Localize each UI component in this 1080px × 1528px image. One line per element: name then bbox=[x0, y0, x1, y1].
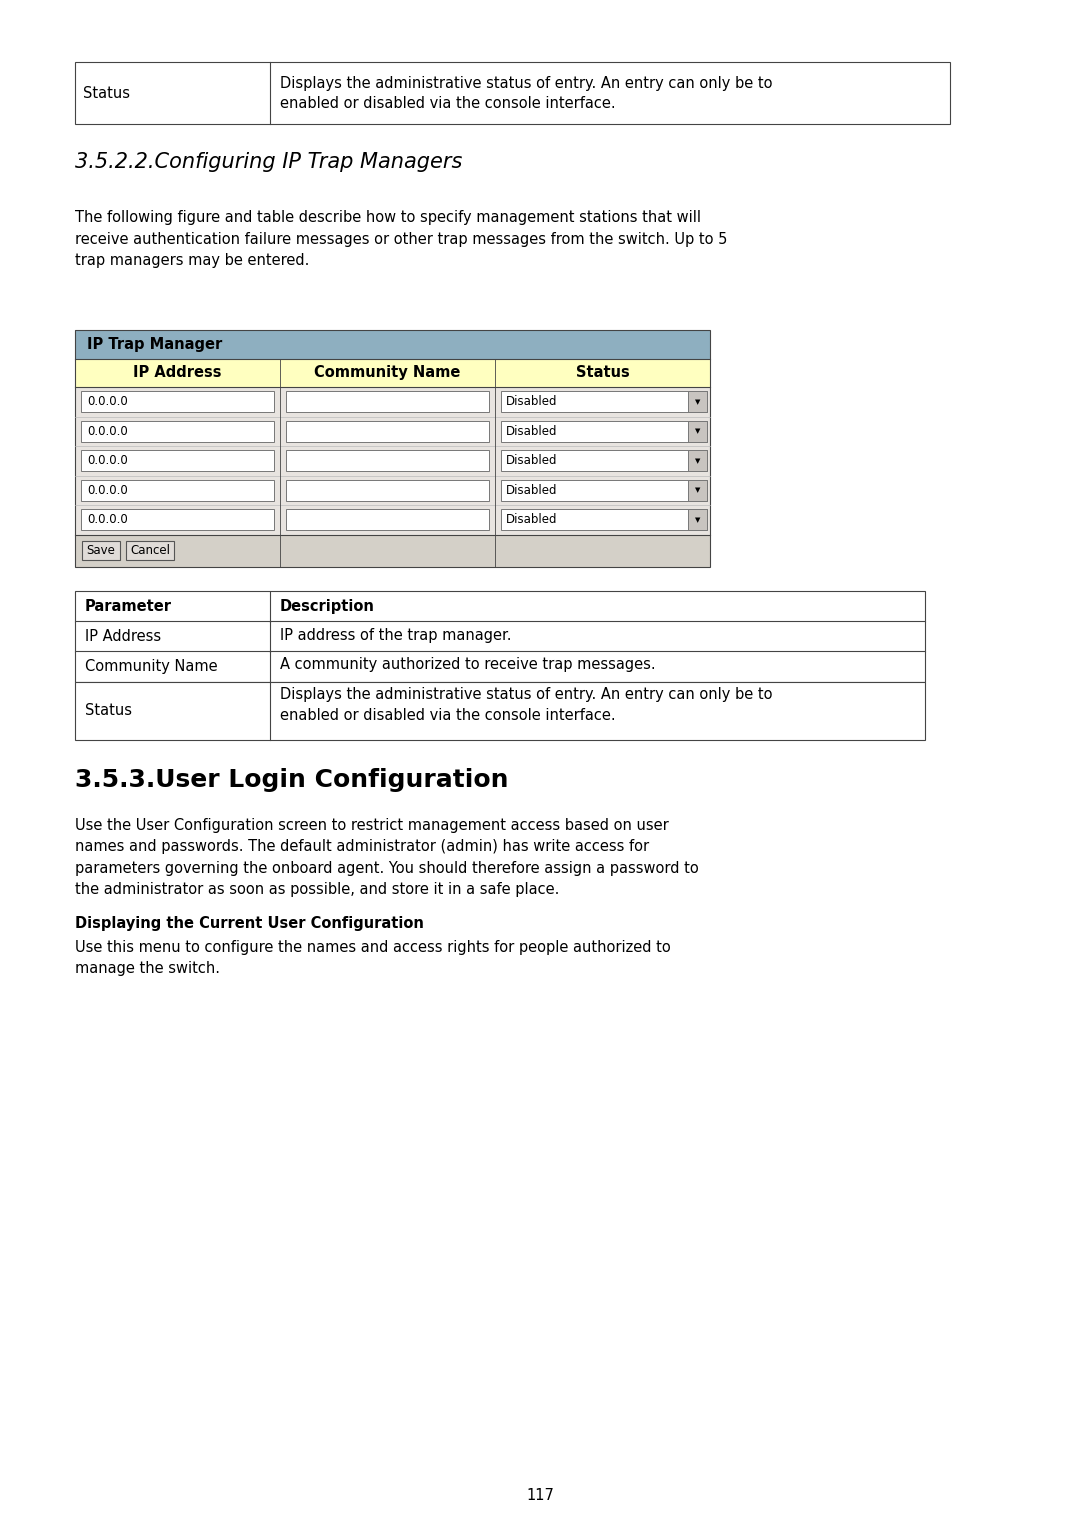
Text: Save: Save bbox=[86, 544, 116, 558]
Text: 0.0.0.0: 0.0.0.0 bbox=[87, 484, 127, 497]
Text: IP Address: IP Address bbox=[133, 365, 221, 380]
Text: Use this menu to configure the names and access rights for people authorized to
: Use this menu to configure the names and… bbox=[75, 940, 671, 976]
Bar bbox=[688, 451, 707, 471]
Bar bbox=[688, 509, 707, 530]
Text: A community authorized to receive trap messages.: A community authorized to receive trap m… bbox=[280, 657, 656, 672]
Bar bbox=[286, 391, 489, 413]
Bar bbox=[286, 420, 489, 442]
Bar bbox=[75, 681, 924, 740]
Bar bbox=[81, 451, 274, 471]
Bar bbox=[75, 591, 924, 622]
Bar bbox=[501, 509, 707, 530]
Bar bbox=[75, 359, 710, 387]
Text: Status: Status bbox=[576, 365, 630, 380]
Text: 3.5.3.User Login Configuration: 3.5.3.User Login Configuration bbox=[75, 767, 509, 792]
Bar bbox=[75, 622, 924, 651]
Text: Status: Status bbox=[85, 703, 132, 718]
Bar bbox=[501, 480, 707, 501]
Bar bbox=[286, 451, 489, 471]
Bar bbox=[75, 535, 710, 567]
Bar bbox=[501, 451, 707, 471]
Bar bbox=[75, 651, 924, 681]
Bar bbox=[688, 480, 707, 501]
Bar bbox=[501, 391, 707, 413]
Text: Disabled: Disabled bbox=[507, 396, 557, 408]
Bar bbox=[501, 420, 707, 442]
Text: IP Address: IP Address bbox=[85, 630, 161, 643]
Bar bbox=[75, 330, 710, 567]
Text: ▼: ▼ bbox=[694, 487, 700, 494]
Text: Disabled: Disabled bbox=[507, 513, 557, 526]
Text: ▼: ▼ bbox=[694, 399, 700, 405]
Bar bbox=[75, 417, 710, 446]
Bar bbox=[75, 504, 710, 535]
Text: Community Name: Community Name bbox=[85, 659, 218, 674]
Text: Disabled: Disabled bbox=[507, 454, 557, 468]
Bar bbox=[75, 446, 710, 475]
Bar bbox=[81, 480, 274, 501]
Text: Displaying the Current User Configuration: Displaying the Current User Configuratio… bbox=[75, 915, 423, 931]
Text: ▼: ▼ bbox=[694, 428, 700, 434]
Bar bbox=[286, 509, 489, 530]
Bar bbox=[81, 509, 274, 530]
Bar bbox=[688, 391, 707, 413]
Bar bbox=[75, 475, 710, 504]
Text: 117: 117 bbox=[526, 1488, 554, 1504]
Text: ▼: ▼ bbox=[694, 516, 700, 523]
Text: Cancel: Cancel bbox=[130, 544, 170, 558]
Bar bbox=[82, 541, 120, 561]
Bar bbox=[126, 541, 174, 561]
Text: Use the User Configuration screen to restrict management access based on user
na: Use the User Configuration screen to res… bbox=[75, 817, 699, 897]
Text: 3.5.2.2.Configuring IP Trap Managers: 3.5.2.2.Configuring IP Trap Managers bbox=[75, 151, 462, 173]
Text: Disabled: Disabled bbox=[507, 425, 557, 437]
Text: Description: Description bbox=[280, 599, 375, 614]
Text: 0.0.0.0: 0.0.0.0 bbox=[87, 425, 127, 437]
Text: Status: Status bbox=[83, 86, 130, 101]
Text: Community Name: Community Name bbox=[314, 365, 461, 380]
Bar bbox=[75, 63, 950, 124]
Bar bbox=[688, 420, 707, 442]
Bar bbox=[286, 480, 489, 501]
Text: 0.0.0.0: 0.0.0.0 bbox=[87, 396, 127, 408]
Bar bbox=[75, 387, 710, 417]
Text: Parameter: Parameter bbox=[85, 599, 172, 614]
Text: Displays the administrative status of entry. An entry can only be to
enabled or : Displays the administrative status of en… bbox=[280, 76, 772, 112]
Text: 0.0.0.0: 0.0.0.0 bbox=[87, 513, 127, 526]
Text: IP address of the trap manager.: IP address of the trap manager. bbox=[280, 628, 512, 642]
Text: ▼: ▼ bbox=[694, 458, 700, 465]
Text: Disabled: Disabled bbox=[507, 484, 557, 497]
Text: The following figure and table describe how to specify management stations that : The following figure and table describe … bbox=[75, 209, 727, 269]
Text: Displays the administrative status of entry. An entry can only be to
enabled or : Displays the administrative status of en… bbox=[280, 688, 772, 723]
Bar bbox=[75, 330, 710, 359]
Text: IP Trap Manager: IP Trap Manager bbox=[87, 336, 222, 351]
Text: 0.0.0.0: 0.0.0.0 bbox=[87, 454, 127, 468]
Bar bbox=[81, 420, 274, 442]
Bar bbox=[81, 391, 274, 413]
